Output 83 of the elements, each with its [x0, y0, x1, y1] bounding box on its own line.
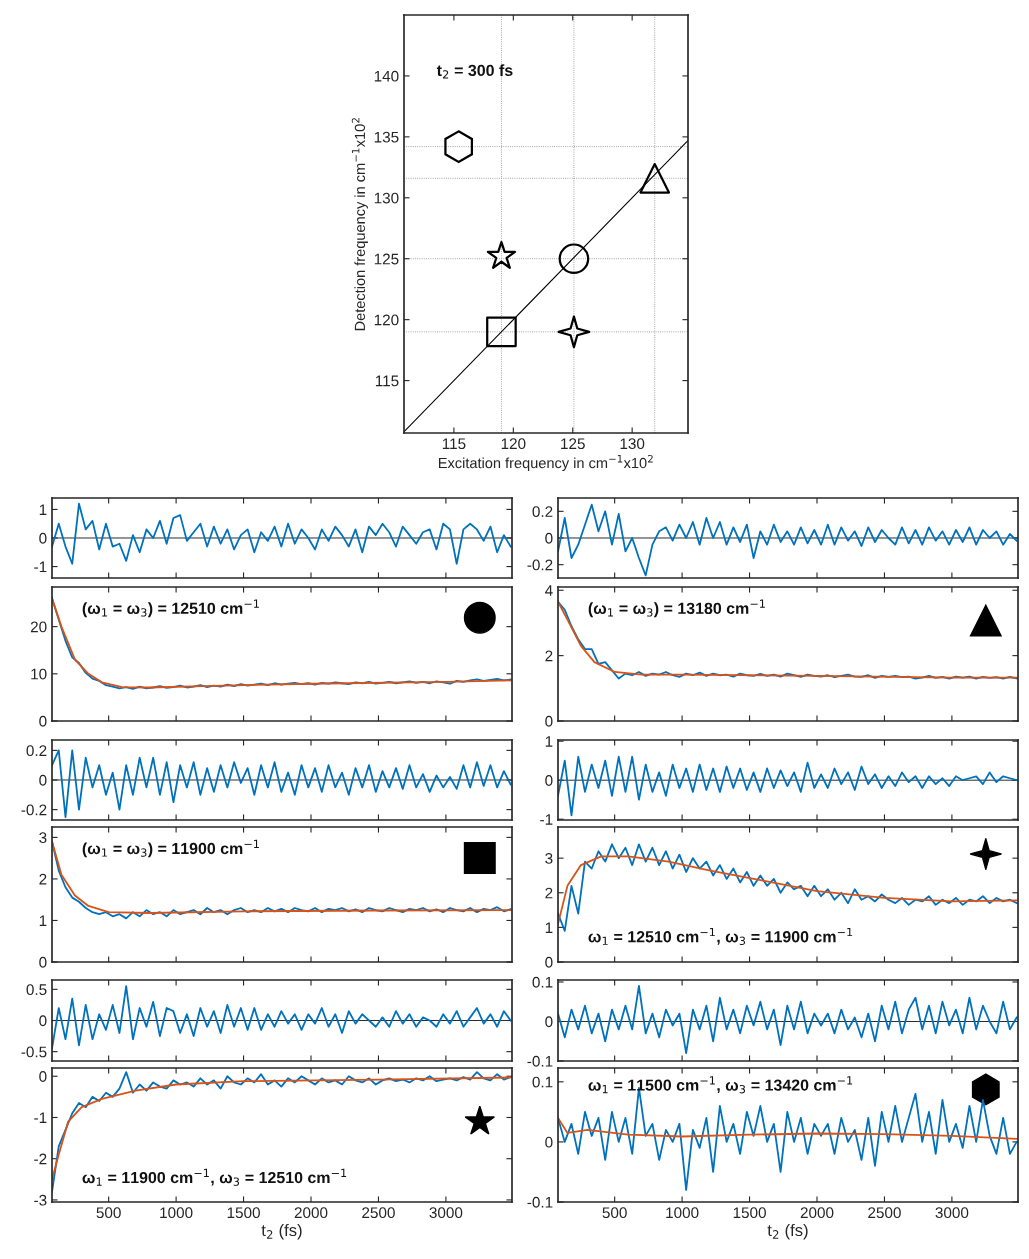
y-tick-label: 0: [39, 1015, 47, 1027]
x-tick-label: 1500: [733, 1207, 766, 1219]
y-tick-label: 0: [39, 774, 47, 786]
y-tick-label: 115: [375, 375, 399, 387]
x-tick-label: 2500: [362, 1207, 395, 1219]
y-tick-label: 20: [30, 621, 47, 633]
y-tick-label: 0: [39, 956, 47, 968]
y-tick-label: 0.5: [26, 984, 47, 996]
x-axis-title: t$_{2}$ (fs): [767, 1223, 808, 1240]
y-tick-label: 0: [39, 715, 47, 727]
x-tick-label: 500: [602, 1207, 627, 1219]
line-series: [558, 755, 1018, 817]
x-tick-label: 3000: [935, 1207, 969, 1219]
y-tick-label: 125: [374, 253, 399, 265]
y-axis-title: Detection frequency in cm$^{−1}$x10$^{2}$: [351, 118, 368, 331]
y-tick-label: 0.1: [532, 1076, 553, 1088]
y-tick-label: 0: [545, 956, 553, 968]
y-tick-label: -0.1: [527, 1055, 553, 1067]
x-tick-label: 1500: [227, 1207, 260, 1219]
annotation: (ω$_{1}$ = ω$_{3}$) = 12510 cm$^{−1}$: [82, 599, 259, 618]
annotation: (ω$_{1}$ = ω$_{3}$) = 13180 cm$^{−1}$: [588, 599, 765, 618]
y-tick-label: 135: [374, 131, 399, 143]
y-tick-label: -0.1: [527, 1196, 553, 1208]
y-tick-label: 0.1: [532, 976, 553, 988]
y-tick-label: 0: [545, 1016, 553, 1028]
y-tick-label: -2: [34, 1153, 47, 1165]
y-tick-label: -3: [34, 1194, 47, 1206]
point: [486, 316, 517, 348]
line-series: [558, 985, 1018, 1055]
y-tick-label: 0.2: [532, 506, 553, 518]
y-tick-label: 0: [39, 532, 47, 544]
point: [558, 243, 590, 275]
x-tick-label: 2000: [294, 1207, 328, 1219]
y-tick-label: -1: [540, 814, 553, 825]
y-tick-label: 1: [545, 922, 553, 933]
x-tick-label: 115: [442, 438, 466, 450]
y-tick-label: 2: [39, 873, 47, 885]
x-tick-label: 1000: [666, 1207, 699, 1219]
y-tick-label: 0: [545, 775, 553, 786]
point: [639, 162, 671, 194]
point: [557, 315, 591, 349]
y-tick-label: 0: [39, 1071, 47, 1082]
y-tick-label: -0.5: [21, 1046, 47, 1058]
x-tick-label: 2500: [868, 1207, 901, 1219]
annotation: (ω$_{1}$ = ω$_{3}$) = 11900 cm$^{−1}$: [82, 839, 259, 858]
y-tick-label: -0.2: [527, 559, 553, 571]
y-tick-label: 4: [544, 585, 553, 596]
line-series: [558, 855, 1018, 925]
x-tick-label: 130: [620, 438, 645, 450]
x-tick-label: 120: [501, 438, 526, 450]
y-tick-label: 0: [545, 1136, 553, 1148]
x-tick-label: 3000: [429, 1207, 463, 1219]
y-tick-label: 130: [374, 192, 399, 204]
y-tick-label: 3: [545, 853, 553, 864]
y-tick-label: -0.2: [21, 804, 47, 816]
y-tick-label: -1: [34, 1112, 47, 1124]
annotation: ω$_{1}$ = 11500 cm$^{−1}$, ω$_{3}$ = 13420 cm$^{−1}$: [588, 1076, 853, 1094]
y-tick-label: 1: [39, 504, 47, 515]
y-tick-label: 1: [545, 736, 553, 747]
y-tick-label: 1: [39, 915, 47, 926]
y-tick-label: 140: [374, 70, 399, 82]
y-tick-label: 2: [545, 887, 553, 899]
x-axis-title: t$_{2}$ (fs): [261, 1223, 302, 1240]
x-tick-label: 2000: [800, 1207, 834, 1219]
annotation: t$_{2}$ = 300 fs: [436, 64, 513, 79]
annotation: ω$_{1}$ = 11900 cm$^{−1}$, ω$_{3}$ = 12510 cm$^{−1}$: [82, 1168, 347, 1186]
annotation: ω$_{1}$ = 12510 cm$^{−1}$, ω$_{3}$ = 11900 cm$^{−1}$: [588, 927, 853, 946]
x-axis-title: Excitation frequency in cm$^{−1}$x10$^{2}$: [438, 454, 653, 472]
line-series: [558, 1116, 1018, 1140]
y-tick-label: 2: [545, 650, 553, 662]
point: [486, 240, 517, 269]
point: [444, 130, 473, 163]
y-tick-label: 0.2: [26, 745, 47, 757]
line-series: [52, 502, 512, 565]
y-tick-label: -1: [34, 561, 47, 573]
y-tick-label: 10: [31, 668, 47, 680]
y-tick-label: 0: [545, 715, 553, 727]
y-tick-label: 0: [545, 532, 553, 544]
x-tick-label: 500: [96, 1207, 121, 1219]
x-tick-label: 125: [561, 438, 585, 450]
x-tick-label: 1000: [160, 1207, 193, 1219]
y-tick-label: 120: [374, 314, 399, 326]
y-tick-label: 3: [39, 832, 47, 844]
